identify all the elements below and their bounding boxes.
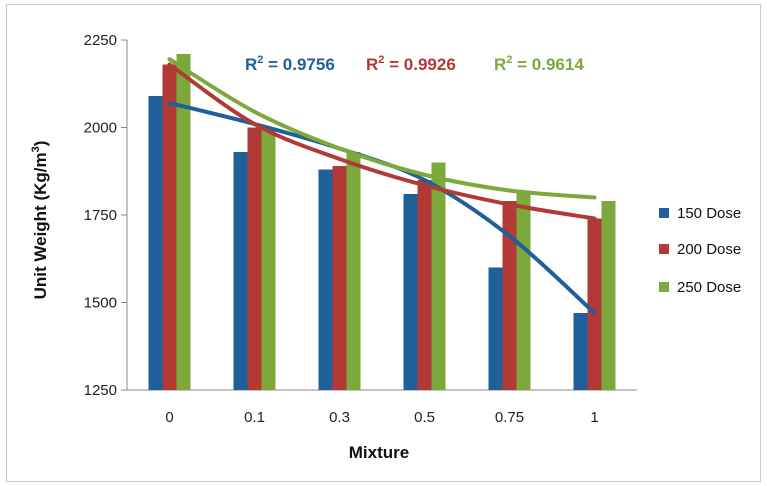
r2-labels: R2 = 0.9756 R2 = 0.9926 R2 = 0.9614 xyxy=(245,54,584,74)
y-tick-label: 1750 xyxy=(84,207,117,224)
y-tick-label: 1500 xyxy=(84,295,117,312)
trendline-250-dose xyxy=(167,57,597,200)
r2-label: R2 = 0.9926 xyxy=(366,54,456,74)
bar-150-dose xyxy=(233,152,248,390)
bar-200-dose xyxy=(587,218,602,390)
bar-150-dose xyxy=(403,194,418,390)
bar-250-dose xyxy=(431,162,446,390)
y-axis-title: Unit Weight (Kg/m3) xyxy=(30,141,50,300)
bar-150-dose xyxy=(488,267,503,390)
x-tick-label: 0 xyxy=(165,409,173,426)
bars xyxy=(148,54,616,390)
bar-200-dose xyxy=(417,180,432,390)
bar-250-dose xyxy=(601,201,616,390)
x-tick-label: 0.1 xyxy=(244,409,265,426)
trendline-200-dose xyxy=(167,62,597,221)
x-tick-label: 1 xyxy=(590,409,598,426)
bar-250-dose xyxy=(261,127,276,390)
legend-label: 250 Dose xyxy=(677,279,741,296)
y-tick-label: 2250 xyxy=(84,32,117,49)
bar-250-dose xyxy=(516,190,531,390)
legend-label: 150 Dose xyxy=(677,205,741,222)
bar-200-dose xyxy=(247,127,262,390)
y-tick-label: 2000 xyxy=(84,120,117,137)
bar-250-dose xyxy=(346,152,361,390)
bar-150-dose xyxy=(148,96,163,390)
bar-200-dose xyxy=(502,201,517,390)
axes: 1250 1500 1750 2000 2250 0 0.1 0.3 0.5 0.75 1 xyxy=(84,32,637,426)
bar-200-dose xyxy=(162,64,177,390)
y-tick-label: 1250 xyxy=(84,382,117,399)
legend-swatch xyxy=(659,208,669,218)
legend-swatch xyxy=(659,244,669,254)
bar-250-dose xyxy=(176,54,191,390)
bar-150-dose xyxy=(573,313,588,390)
bar-200-dose xyxy=(332,166,347,390)
trendlines xyxy=(167,57,597,315)
legend-label: 200 Dose xyxy=(677,241,741,258)
r2-label: R2 = 0.9614 xyxy=(494,54,584,74)
legend-swatch xyxy=(659,282,669,292)
legend: 150 Dose 200 Dose 250 Dose xyxy=(659,205,741,296)
bar-150-dose xyxy=(318,169,333,390)
r2-label: R2 = 0.9756 xyxy=(245,54,335,74)
chart-frame xyxy=(6,4,761,482)
x-axis-title: Mixture xyxy=(349,443,409,462)
x-tick-label: 0.75 xyxy=(495,409,524,426)
x-tick-label: 0.3 xyxy=(329,409,350,426)
x-tick-label: 0.5 xyxy=(414,409,435,426)
